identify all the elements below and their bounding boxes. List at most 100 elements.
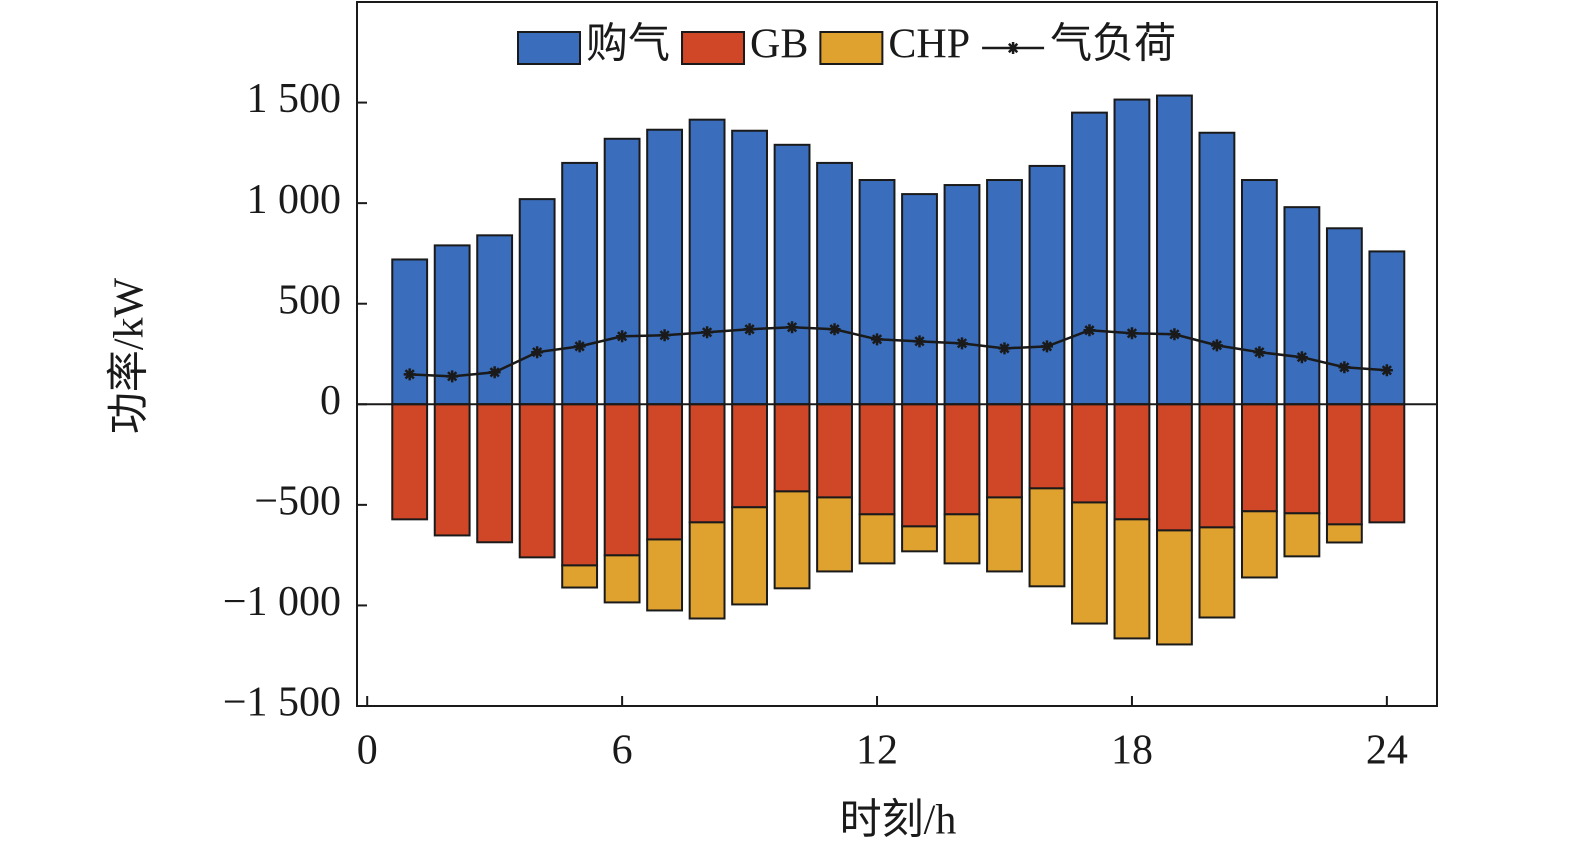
line-marker bbox=[1168, 328, 1181, 341]
bar bbox=[1028, 164, 1066, 406]
legend-marker bbox=[1007, 42, 1019, 54]
bar bbox=[816, 161, 853, 406]
bar bbox=[646, 538, 684, 612]
line-marker bbox=[1040, 340, 1053, 353]
line-marker bbox=[1338, 361, 1351, 374]
y-axis-label: 功率/kW bbox=[106, 277, 153, 434]
bar bbox=[1325, 523, 1363, 544]
legend-label: CHP bbox=[888, 22, 970, 68]
bar bbox=[858, 513, 896, 565]
bar bbox=[901, 193, 938, 406]
bar bbox=[1071, 501, 1108, 625]
bar bbox=[518, 403, 556, 559]
line-marker bbox=[573, 340, 586, 353]
line-marker bbox=[786, 321, 799, 334]
bar bbox=[1198, 526, 1236, 619]
bar bbox=[561, 564, 599, 589]
bar bbox=[816, 496, 853, 573]
bar bbox=[1325, 403, 1363, 526]
x-tick-label: 12 bbox=[856, 728, 898, 774]
bar bbox=[476, 403, 514, 544]
y-tick-label: −1 000 bbox=[223, 579, 341, 625]
bar bbox=[943, 513, 981, 565]
plot-frame bbox=[356, 1, 1438, 707]
line-marker bbox=[1210, 339, 1223, 352]
bar bbox=[518, 198, 556, 406]
line-marker bbox=[913, 335, 926, 348]
bar bbox=[603, 403, 641, 557]
x-axis-label: 时刻/h bbox=[840, 798, 957, 844]
bar bbox=[391, 258, 429, 406]
bar bbox=[1113, 518, 1151, 640]
bar bbox=[773, 403, 811, 493]
bar bbox=[731, 129, 768, 406]
bar bbox=[1368, 250, 1406, 406]
bar bbox=[1071, 111, 1108, 406]
bar bbox=[773, 143, 811, 406]
bar bbox=[646, 403, 684, 541]
line-marker bbox=[998, 342, 1011, 355]
bar bbox=[603, 554, 641, 604]
line-marker bbox=[446, 370, 459, 383]
legend-label: 购气 bbox=[586, 22, 670, 68]
x-tick-label: 24 bbox=[1366, 728, 1408, 774]
x-tick-label: 0 bbox=[357, 728, 378, 774]
bar bbox=[603, 137, 641, 406]
legend-swatch bbox=[517, 31, 581, 65]
bar bbox=[688, 118, 726, 406]
legend-label: GB bbox=[750, 22, 808, 68]
bar bbox=[986, 496, 1023, 573]
bar bbox=[816, 403, 853, 499]
bar bbox=[901, 403, 938, 528]
y-tick-label: 1 500 bbox=[247, 76, 342, 122]
line-marker bbox=[743, 323, 756, 336]
bar bbox=[1368, 403, 1406, 524]
line-marker bbox=[1083, 324, 1096, 337]
bar bbox=[773, 490, 811, 590]
line bbox=[409, 325, 1387, 378]
y-tick-label: 0 bbox=[320, 378, 341, 424]
bar bbox=[1240, 403, 1278, 513]
bar bbox=[1113, 403, 1151, 521]
bar bbox=[391, 403, 429, 521]
bar bbox=[1156, 529, 1193, 646]
bar bbox=[688, 521, 726, 620]
bar bbox=[986, 403, 1023, 499]
line-marker bbox=[1295, 351, 1308, 364]
bar bbox=[476, 234, 514, 406]
bar bbox=[943, 184, 981, 406]
bar bbox=[646, 128, 684, 406]
bar bbox=[901, 525, 938, 553]
line-marker bbox=[701, 326, 714, 339]
bar bbox=[731, 403, 768, 509]
bar bbox=[1071, 403, 1108, 504]
bar bbox=[858, 403, 896, 516]
y-tick-label: 1 000 bbox=[247, 177, 342, 223]
bar bbox=[688, 403, 726, 524]
line-marker bbox=[1253, 346, 1266, 359]
bar bbox=[1028, 487, 1066, 588]
bar bbox=[1156, 94, 1193, 406]
bar bbox=[731, 506, 768, 606]
bar bbox=[1325, 227, 1363, 406]
y-tick-label: 500 bbox=[278, 277, 341, 323]
bar bbox=[1283, 206, 1321, 406]
line-marker bbox=[616, 330, 629, 343]
y-tick-label: −500 bbox=[254, 478, 341, 524]
legend-swatch bbox=[681, 31, 746, 65]
line-marker bbox=[956, 337, 969, 350]
bar bbox=[561, 161, 599, 406]
x-tick-label: 18 bbox=[1111, 728, 1153, 774]
bar bbox=[561, 403, 599, 567]
bar bbox=[858, 179, 896, 406]
bar bbox=[433, 403, 471, 537]
bar bbox=[1283, 512, 1321, 558]
line-marker bbox=[403, 368, 416, 381]
line-marker bbox=[871, 333, 884, 346]
bar bbox=[1156, 403, 1193, 532]
y-tick-label: −1 500 bbox=[223, 680, 341, 726]
line-marker bbox=[531, 346, 544, 359]
bar bbox=[1113, 98, 1151, 406]
bar bbox=[986, 179, 1023, 406]
